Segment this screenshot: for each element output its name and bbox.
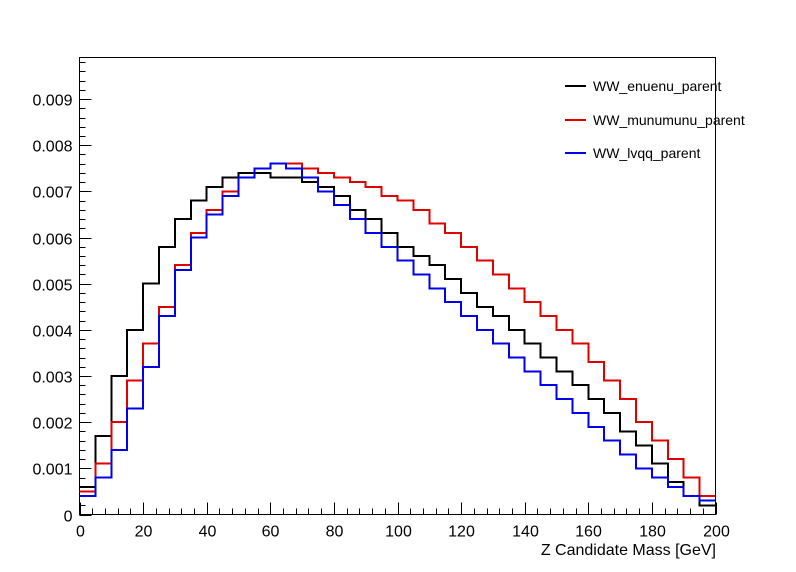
y-tick-label: 0.004 (32, 324, 72, 341)
x-tick-label: 20 (135, 524, 153, 541)
legend-label-enuenu: WW_enuenu_parent (593, 78, 722, 94)
x-axis-ticks: 0 20 40 60 80 100 120 140 160 180 200 (76, 502, 730, 541)
y-tick-label: 0.006 (32, 232, 72, 249)
x-tick-label: 200 (703, 524, 730, 541)
y-tick-label: 0.007 (32, 185, 72, 202)
x-tick-label: 60 (262, 524, 280, 541)
y-tick-label: 0.002 (32, 416, 72, 433)
series-ww-enuenu-parent (79, 171, 716, 507)
y-tick-label: 0 (64, 509, 73, 526)
x-tick-label: 140 (512, 524, 539, 541)
x-tick-label: 100 (385, 524, 412, 541)
y-tick-label: 0.001 (32, 462, 72, 479)
x-tick-label: 40 (199, 524, 217, 541)
series-ww-lvqq-parent (79, 162, 716, 502)
y-tick-label: 0.003 (32, 370, 72, 387)
plot-frame (79, 57, 716, 515)
y-axis-ticks: 0 0.001 0.002 0.003 0.004 0.005 0.006 0.007 0.00… (32, 62, 92, 526)
x-tick-label: 160 (575, 524, 602, 541)
x-tick-label: 180 (639, 524, 666, 541)
y-tick-label: 0.005 (32, 278, 72, 295)
y-tick-label: 0.008 (32, 139, 72, 156)
y-tick-label: 0.009 (32, 93, 72, 110)
x-axis-title: Z Candidate Mass [GeV] (541, 542, 716, 559)
legend-label-munumunu: WW_munumunu_parent (593, 112, 745, 128)
x-tick-label: 120 (448, 524, 475, 541)
x-tick-label: 0 (76, 524, 85, 541)
legend-label-lvqq: WW_lvqq_parent (593, 145, 700, 161)
series-layer (79, 162, 716, 507)
x-tick-label: 80 (326, 524, 344, 541)
legend: WW_enuenu_parent WW_munumunu_parent WW_l… (565, 78, 745, 161)
